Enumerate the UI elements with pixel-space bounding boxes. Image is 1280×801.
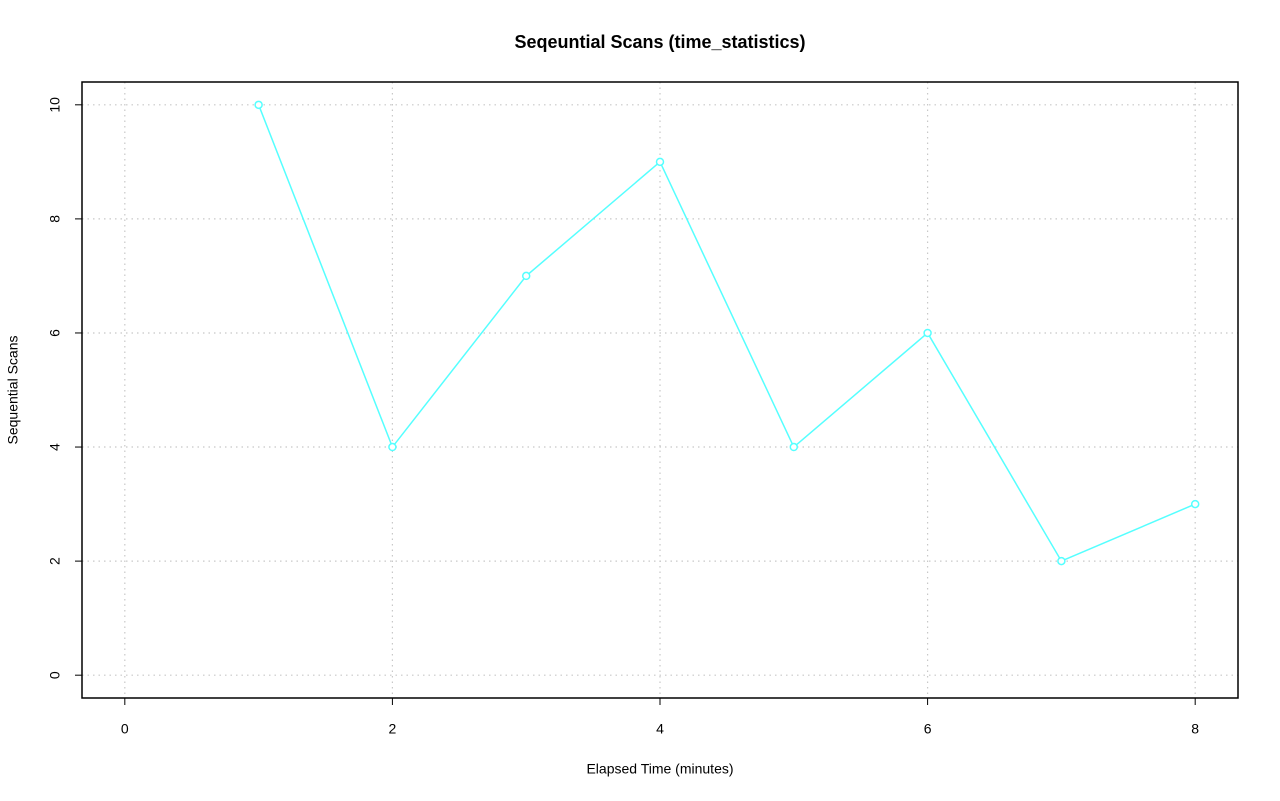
y-tick-label: 10 bbox=[47, 97, 63, 113]
y-tick-label: 8 bbox=[47, 215, 63, 223]
x-tick-label: 8 bbox=[1191, 721, 1199, 737]
series-line bbox=[257, 104, 1196, 563]
data-point bbox=[1190, 499, 1200, 509]
y-tick-label: 6 bbox=[47, 329, 63, 337]
data-point bbox=[655, 157, 665, 167]
data-point bbox=[923, 328, 932, 338]
data-point bbox=[789, 442, 799, 452]
x-axis-label: Elapsed Time (minutes) bbox=[586, 761, 733, 777]
x-tick-label: 0 bbox=[121, 721, 129, 737]
x-tick-label: 6 bbox=[924, 721, 932, 737]
y-tick-label: 4 bbox=[47, 443, 63, 451]
chart-title: Seqeuntial Scans (time_statistics) bbox=[514, 32, 805, 52]
data-point bbox=[521, 271, 531, 281]
x-tick-label: 2 bbox=[389, 721, 397, 737]
y-axis-label: Sequential Scans bbox=[5, 336, 21, 445]
y-tick-label: 2 bbox=[47, 557, 63, 565]
data-point bbox=[1057, 556, 1066, 566]
x-tick-label: 4 bbox=[656, 721, 664, 737]
plot-frame bbox=[81, 81, 1239, 699]
y-tick-label: 0 bbox=[47, 671, 63, 679]
data-point bbox=[388, 442, 397, 452]
data-point bbox=[254, 100, 263, 110]
